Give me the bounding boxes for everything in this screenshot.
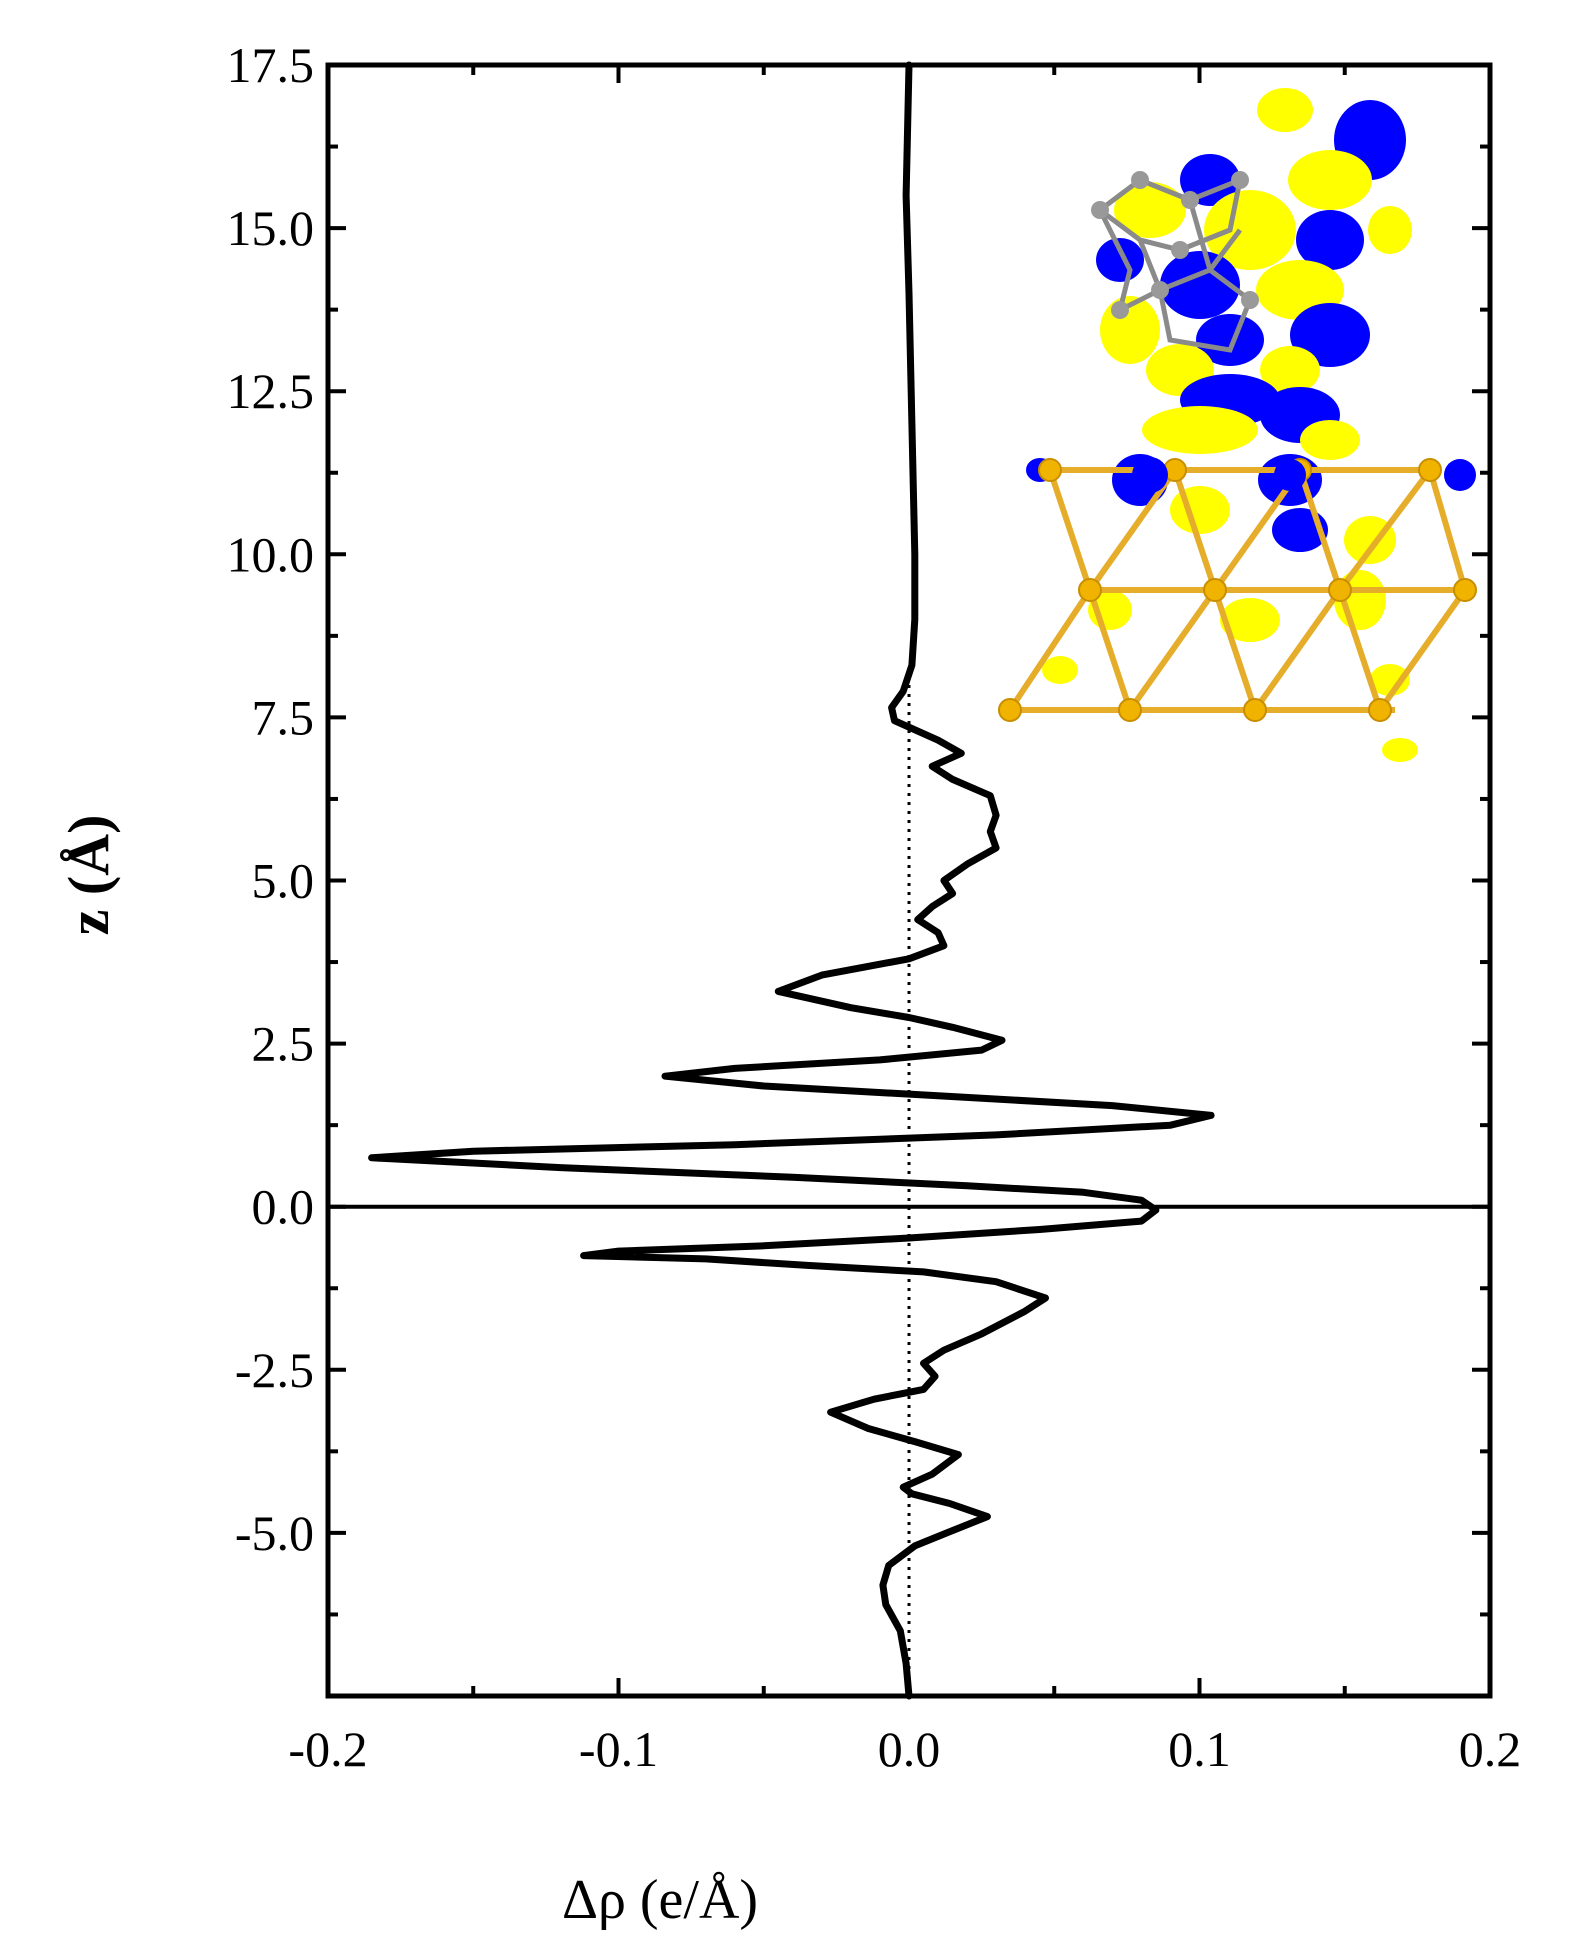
x-tick-label: -0.2 bbox=[288, 1721, 367, 1777]
x-tick-label: 0.2 bbox=[1459, 1721, 1522, 1777]
y-tick-label: 7.5 bbox=[252, 689, 315, 745]
y-tick-label: -5.0 bbox=[235, 1505, 314, 1561]
x-tick-label: 0.0 bbox=[878, 1721, 941, 1777]
y-tick-label: 10.0 bbox=[227, 526, 315, 582]
y-tick-label: 17.5 bbox=[227, 37, 315, 93]
axes-layer: -0.2 -0.1 0.0 0.1 0.2 -5.0 -2.5 0.0 2.5 5.0 7.5 10.… bbox=[227, 37, 1522, 1777]
y-tick-label: 2.5 bbox=[252, 1016, 315, 1072]
y-tick-label: -2.5 bbox=[235, 1342, 314, 1398]
series-line-0 bbox=[368, 61, 1215, 1700]
y-tick-label: 5.0 bbox=[252, 853, 315, 909]
x-tick-label: -0.1 bbox=[579, 1721, 658, 1777]
y-tick-label: 0.0 bbox=[252, 1179, 315, 1235]
inset-isosurface-image bbox=[998, 88, 1477, 762]
x-axis-title: Δρ (e/Å) bbox=[562, 1869, 758, 1931]
y-tick-label: 15.0 bbox=[227, 200, 315, 256]
series-layer bbox=[368, 61, 1215, 1700]
x-tick-label: 0.1 bbox=[1168, 1721, 1231, 1777]
reference-lines bbox=[328, 684, 1490, 1696]
y-axis-title: z (Å) bbox=[56, 815, 121, 936]
y-tick-label: 12.5 bbox=[227, 363, 315, 419]
